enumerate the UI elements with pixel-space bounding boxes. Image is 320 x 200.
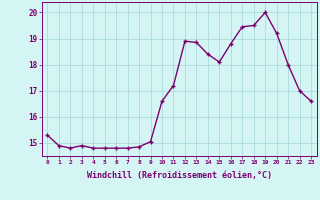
X-axis label: Windchill (Refroidissement éolien,°C): Windchill (Refroidissement éolien,°C) [87,171,272,180]
